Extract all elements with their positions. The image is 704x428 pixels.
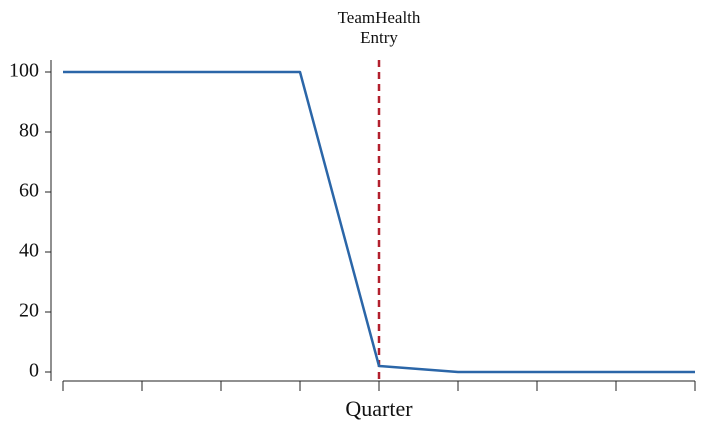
y-tick-label: 0 — [29, 360, 39, 382]
data-line — [63, 70, 695, 374]
event-label: Entry — [360, 28, 398, 47]
y-tick-label: 80 — [19, 120, 39, 142]
event-label: TeamHealth — [338, 8, 421, 27]
y-tick-label: 60 — [19, 180, 39, 202]
y-tick-label: 20 — [19, 300, 39, 322]
x-axis-label: Quarter — [345, 396, 413, 421]
y-tick-label: 40 — [19, 240, 39, 262]
y-tick-label: 100 — [9, 60, 39, 82]
